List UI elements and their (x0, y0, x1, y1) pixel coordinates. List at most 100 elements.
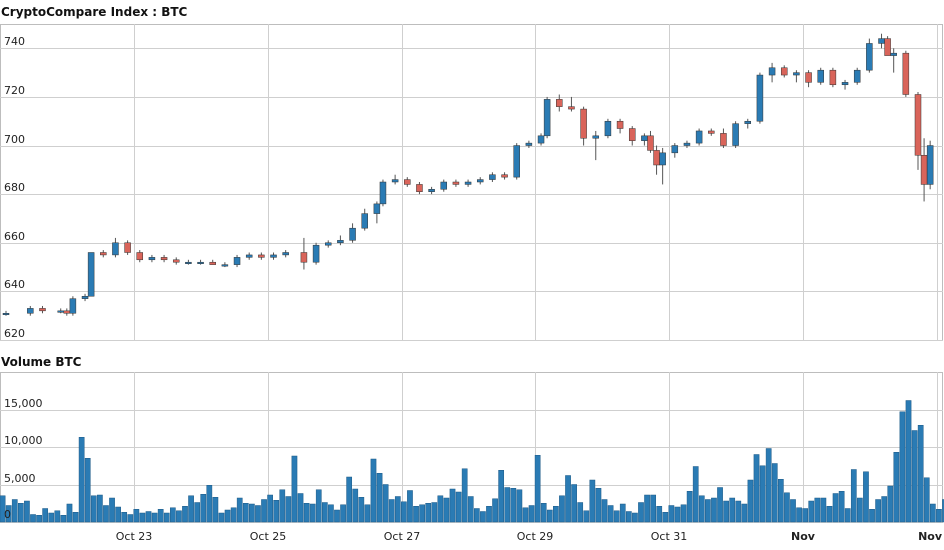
candle (543, 96, 551, 139)
candle (391, 174, 399, 185)
candle-body (829, 69, 837, 86)
volume-y-tick-label: 10,000 (4, 434, 43, 447)
volume-bar (11, 499, 18, 523)
volume-bar (717, 487, 723, 523)
volume-bar (559, 495, 565, 523)
volume-bar (188, 495, 194, 523)
volume-bar (759, 465, 766, 523)
volume-bar (176, 510, 182, 523)
volume-bar (291, 455, 298, 523)
candle-body (440, 181, 448, 190)
volume-bar (777, 479, 784, 523)
candle-body (744, 120, 752, 124)
volume-bar (230, 507, 237, 523)
candle (337, 235, 344, 246)
candle-body (416, 184, 423, 192)
volume-bar (613, 510, 620, 523)
candle-body (464, 181, 472, 185)
candle (373, 201, 381, 224)
volume-bar (273, 500, 280, 523)
candle-body (537, 135, 545, 144)
price-y-tick-label: 700 (4, 133, 25, 146)
candle (452, 179, 460, 187)
candle-body (476, 179, 484, 183)
volume-bar (619, 503, 626, 523)
volume-bar (242, 503, 249, 523)
volume-bar (358, 497, 365, 523)
volume-bar (133, 509, 140, 523)
volume-bar (790, 499, 796, 523)
candle-body (641, 135, 648, 141)
volume-bar (546, 509, 553, 523)
price-chart-title: CryptoCompare Index : BTC (1, 5, 188, 19)
candle (349, 223, 356, 243)
volume-bar (121, 512, 128, 523)
volume-bar (917, 425, 924, 523)
candle-body (57, 310, 64, 313)
volume-bar (194, 502, 201, 523)
volume-bar (723, 500, 729, 523)
volume-bar (182, 506, 188, 523)
candle-body (568, 106, 575, 110)
volume-bar (668, 505, 675, 523)
volume-bar (364, 504, 371, 523)
volume-bar (139, 512, 146, 523)
volume-bar (881, 496, 888, 523)
candle-body (39, 308, 46, 312)
volume-bar (279, 489, 286, 523)
candle-body (513, 145, 520, 178)
volume-bar (571, 484, 577, 523)
volume-bar (565, 475, 571, 523)
candle (57, 308, 64, 314)
price-grid (0, 24, 943, 341)
volume-bar (60, 515, 67, 523)
candle (890, 48, 897, 73)
volume-chart-title: Volume BTC (1, 355, 82, 369)
volume-bar (771, 463, 778, 523)
volume-bar (236, 497, 243, 523)
price-y-tick-label: 740 (4, 35, 25, 48)
candle-body (81, 295, 89, 299)
candle (604, 118, 612, 139)
volume-bar (607, 505, 614, 523)
volume-bar (157, 509, 164, 523)
candle-body (300, 252, 308, 263)
volume-bar (0, 495, 6, 523)
volume-bar (583, 510, 590, 523)
volume-bar (735, 500, 742, 523)
volume-bar (267, 494, 273, 523)
candle-body (580, 108, 587, 139)
volume-bar (42, 508, 49, 523)
volume-bar (449, 488, 456, 523)
candle (361, 208, 368, 231)
candle-body (914, 94, 922, 156)
volume-bar (425, 503, 432, 523)
candle-body (428, 189, 435, 192)
volume-bar (376, 473, 383, 523)
volume-bar (844, 508, 851, 523)
candle-body (708, 130, 715, 134)
candle (464, 179, 472, 187)
volume-bars (0, 400, 944, 523)
volume-bar (394, 496, 401, 523)
price-y-tick-label: 660 (4, 230, 25, 243)
candle (537, 133, 545, 146)
volume-bar (315, 489, 322, 523)
candle (920, 138, 928, 202)
volume-bar (206, 485, 213, 523)
volume-bar (309, 503, 316, 523)
candle (172, 257, 180, 265)
candle-body (543, 99, 551, 137)
volume-bar (826, 506, 833, 523)
volume-y-tick-label: 5,000 (4, 472, 36, 485)
volume-bar (936, 509, 942, 523)
volume-bar (78, 437, 85, 523)
volume-y-tick-label: 15,000 (4, 397, 43, 410)
volume-bar (467, 496, 474, 523)
volume-bar (662, 512, 669, 523)
candle-body (324, 242, 332, 246)
candle-body (878, 38, 885, 44)
candle-body (902, 52, 910, 95)
candle-body (780, 67, 788, 76)
volume-bar (540, 503, 547, 523)
